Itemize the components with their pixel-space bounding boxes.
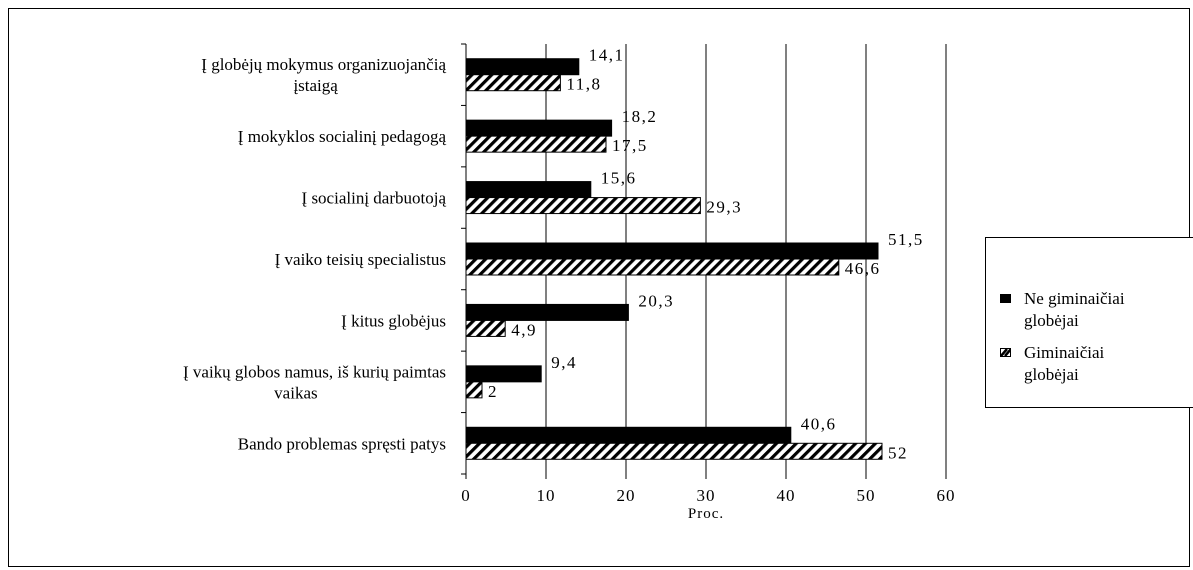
legend-swatch-hatched bbox=[1000, 348, 1011, 357]
x-axis-label: Proc. bbox=[688, 506, 724, 522]
bar-ne-giminaiciai bbox=[465, 119, 613, 137]
data-label-giminaiciai: 46,6 bbox=[845, 259, 881, 278]
legend-swatch-solid bbox=[1000, 294, 1011, 303]
axes bbox=[461, 43, 947, 479]
data-label-giminaiciai: 52 bbox=[888, 443, 908, 462]
category-label: Į vaikų globos namus, iš kurių paimtas bbox=[183, 362, 446, 381]
data-label-giminaiciai: 2 bbox=[488, 382, 498, 401]
category-label: Į vaiko teisių specialistus bbox=[275, 250, 446, 269]
x-tick-label: 20 bbox=[617, 486, 636, 505]
x-tick-label: 40 bbox=[777, 486, 796, 505]
labels: 0 10 20 30 40 50 60 14,1 11,8 Į globėjų mokymus o… bbox=[183, 46, 956, 505]
bar-ne-giminaiciai bbox=[465, 58, 580, 76]
data-label-giminaiciai: 29,3 bbox=[706, 198, 742, 217]
category-label: Į globėjų mokymus organizuojančią bbox=[201, 55, 446, 74]
data-label-ne-giminaiciai: 20,3 bbox=[638, 291, 674, 310]
bar-giminaiciai bbox=[465, 381, 483, 399]
data-label-ne-giminaiciai: 15,6 bbox=[601, 169, 637, 188]
category-label: Į mokyklos socialinį pedagogą bbox=[238, 127, 447, 146]
bar-giminaiciai bbox=[465, 258, 840, 276]
x-tick-label: 0 bbox=[461, 486, 471, 505]
legend-label-line: Giminaičiai bbox=[1024, 343, 1105, 362]
bar-ne-giminaiciai bbox=[465, 426, 792, 444]
bar-ne-giminaiciai bbox=[465, 242, 879, 260]
bar-ne-giminaiciai bbox=[465, 181, 592, 199]
bars bbox=[465, 58, 883, 460]
legend: Ne giminaičiai globėjai Giminaičiai glob… bbox=[985, 237, 1193, 408]
data-label-ne-giminaiciai: 40,6 bbox=[801, 414, 837, 433]
legend-label-line: globėjai bbox=[1024, 365, 1079, 384]
bar-ne-giminaiciai bbox=[465, 365, 542, 383]
category-label: Bando problemas spręsti patys bbox=[238, 434, 446, 453]
legend-label-line: globėjai bbox=[1024, 311, 1079, 330]
bar-giminaiciai bbox=[465, 442, 883, 460]
category-label: vaikas bbox=[274, 383, 317, 402]
bar-ne-giminaiciai bbox=[465, 303, 629, 321]
data-label-ne-giminaiciai: 9,4 bbox=[551, 353, 577, 372]
category-label: Į kitus globėjus bbox=[341, 311, 446, 330]
x-tick-label: 60 bbox=[937, 486, 956, 505]
data-label-giminaiciai: 11,8 bbox=[566, 75, 601, 94]
bar-giminaiciai bbox=[465, 197, 701, 215]
bar-giminaiciai bbox=[465, 74, 561, 92]
data-label-giminaiciai: 17,5 bbox=[612, 136, 648, 155]
bar-giminaiciai bbox=[465, 319, 506, 337]
data-label-ne-giminaiciai: 51,5 bbox=[888, 230, 924, 249]
bar-giminaiciai bbox=[465, 135, 607, 153]
x-tick-label: 30 bbox=[697, 486, 716, 505]
x-tick-label: 10 bbox=[537, 486, 556, 505]
data-label-ne-giminaiciai: 18,2 bbox=[622, 107, 658, 126]
x-tick-label: 50 bbox=[857, 486, 876, 505]
data-label-ne-giminaiciai: 14,1 bbox=[589, 46, 625, 65]
legend-label-line: Ne giminaičiai bbox=[1024, 289, 1125, 308]
category-label: Į socialinį darbuotoją bbox=[302, 189, 447, 208]
data-label-giminaiciai: 4,9 bbox=[511, 320, 537, 339]
category-label: įstaigą bbox=[293, 76, 338, 95]
